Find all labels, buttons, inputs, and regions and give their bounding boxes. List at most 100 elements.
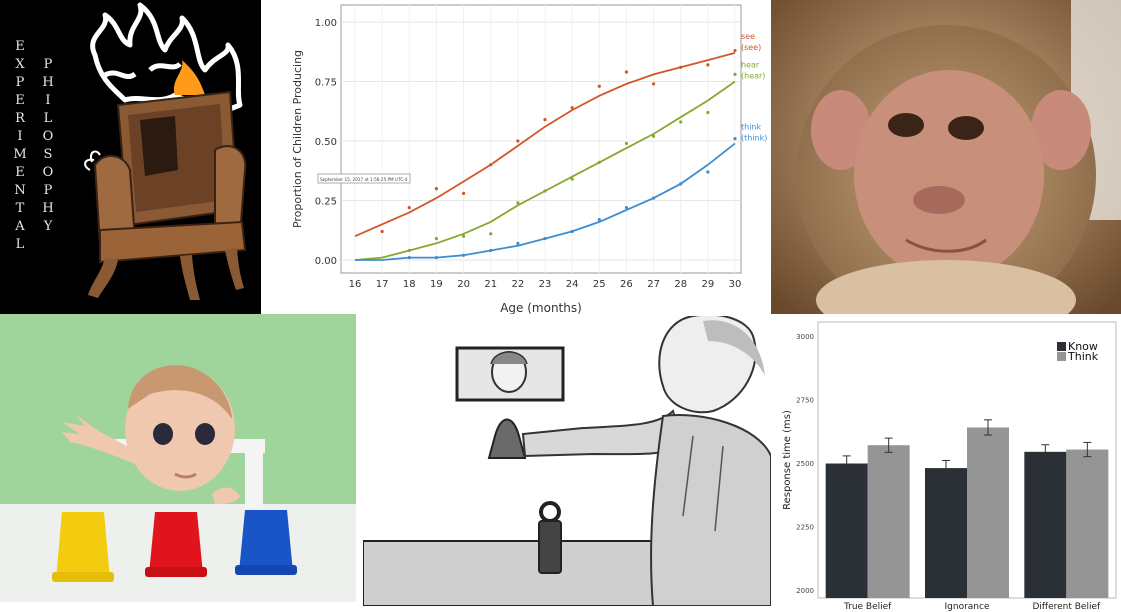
data-point-see <box>516 139 520 143</box>
monkey-nose <box>913 186 965 214</box>
series-label-think: think <box>741 122 762 131</box>
baby-left-eye <box>153 423 173 445</box>
data-point-hear <box>434 236 439 241</box>
baby-cups-photo <box>0 314 356 602</box>
experiment-sketch <box>363 316 771 606</box>
data-point-see <box>461 191 466 195</box>
x-tick-label: 28 <box>674 279 687 290</box>
monkey-face <box>854 70 1044 280</box>
line-chart: 0.00 0.25 0.50 0.75 1.00 16 17 18 19 20 21 22 23 24 25… <box>291 4 767 314</box>
data-point-hear <box>706 110 710 115</box>
bar-think <box>967 427 1009 598</box>
y-tick-label: 0.50 <box>315 137 337 148</box>
data-point-think <box>679 182 683 186</box>
x-tick-label: 19 <box>430 279 443 290</box>
monkey-left-ear <box>811 90 871 170</box>
blue-cup <box>239 510 293 572</box>
x-tick-label: 22 <box>511 279 524 290</box>
bar-know <box>825 463 868 598</box>
woman-body <box>650 414 771 606</box>
data-point-think <box>489 248 493 253</box>
series-sublabel-think: (think) <box>741 133 767 142</box>
series-label-hear: hear <box>741 61 760 70</box>
data-point-see <box>706 63 710 67</box>
tooltip-text: September 15, 2017 at 1:56:25 PM UTC-4 <box>320 177 408 182</box>
monkey-left-eye <box>888 113 924 137</box>
line-chart-panel: 0.00 0.25 0.50 0.75 1.00 16 17 18 19 20 21 22 23 24 25… <box>261 0 771 314</box>
monkey-right-eye <box>948 116 984 140</box>
data-point-hear <box>516 201 520 205</box>
x-tick-label: 30 <box>729 279 742 290</box>
data-point-see <box>679 65 683 69</box>
legend-swatch-think <box>1057 352 1066 361</box>
x-tick-label: True Belief <box>843 602 892 612</box>
monkey-right-ear <box>1031 90 1091 170</box>
y-tick-label: 0.25 <box>315 197 337 208</box>
x-tick-label: 18 <box>403 279 416 290</box>
data-point-think <box>597 217 601 222</box>
series-label-see: see <box>741 32 755 41</box>
yellow-cup <box>56 512 110 579</box>
series-sublabel-see: (see) <box>741 43 761 52</box>
data-point-hear <box>624 141 629 145</box>
burning-armchair-illustration <box>84 2 247 300</box>
bar-think <box>1066 449 1109 598</box>
data-point-hear <box>489 232 493 236</box>
series-sublabel-hear: (hear) <box>741 72 765 81</box>
red-cup <box>149 512 203 574</box>
baby-hair <box>128 365 232 419</box>
y-tick-label: 0.00 <box>315 256 337 267</box>
x-tick-label: Ignorance <box>945 602 990 612</box>
x-axis-label: Age (months) <box>500 301 582 314</box>
data-point-see <box>407 206 411 210</box>
y-tick-label: 3000 <box>796 333 814 341</box>
series-line-see <box>354 52 736 238</box>
data-point-hear <box>570 177 574 181</box>
x-tick-label: 29 <box>701 279 714 290</box>
data-point-hear <box>543 189 547 193</box>
object-on-table <box>538 520 562 574</box>
bar-chart: 2000 2250 2500 2750 3000 Response time (ms) Tr… <box>782 321 1117 612</box>
data-point-see <box>380 229 384 234</box>
data-point-think <box>407 256 411 260</box>
bar-know <box>1024 451 1067 598</box>
data-point-think <box>706 170 710 174</box>
x-tick-label: 24 <box>566 279 579 290</box>
x-tick-label: 17 <box>376 279 389 290</box>
data-point-hear <box>407 248 411 253</box>
bar-know <box>925 468 967 598</box>
data-point-hear <box>651 134 656 138</box>
data-point-see <box>570 106 574 110</box>
data-point-think <box>570 229 574 234</box>
legend-label-know: Know <box>1068 340 1098 353</box>
y-axis-label: Proportion of Children Producing <box>291 50 304 228</box>
monkey-mouth <box>905 238 987 253</box>
x-tick-label: 20 <box>457 279 470 290</box>
plot-area <box>340 4 742 274</box>
tooltip-box <box>317 173 411 184</box>
data-point-see <box>733 48 737 53</box>
x-tick-label: Different Belief <box>1032 602 1101 612</box>
baby-reaching-hand <box>62 414 140 464</box>
y-tick-label: 2750 <box>796 397 814 405</box>
data-point-think <box>733 137 737 141</box>
data-point-think <box>434 256 439 260</box>
bar-think <box>867 445 910 598</box>
data-point-see <box>543 117 547 122</box>
data-point-see <box>624 70 629 74</box>
data-point-hear <box>679 120 683 124</box>
x-tick-label: 23 <box>539 279 552 290</box>
x-tick-label: 25 <box>593 279 606 290</box>
data-point-see <box>651 82 656 86</box>
macaque-photo <box>771 0 1121 314</box>
experiment-sketch-panel <box>363 316 771 606</box>
data-point-see <box>597 84 601 88</box>
y-tick-label: 2500 <box>796 460 814 468</box>
legend-swatch-know <box>1057 342 1066 351</box>
data-point-hear <box>597 160 601 165</box>
armchair <box>84 90 247 300</box>
baby-cups-photo-panel <box>0 314 356 602</box>
